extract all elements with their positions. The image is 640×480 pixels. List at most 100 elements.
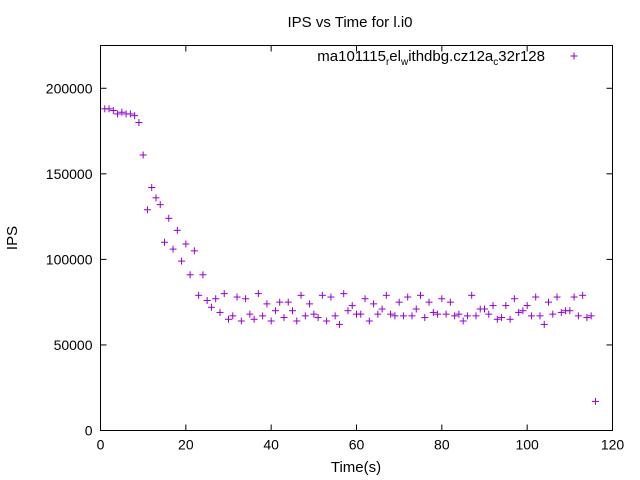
data-point [280,314,288,322]
data-point [374,310,382,318]
data-point [506,315,514,323]
data-point [254,290,262,298]
data-point [331,312,339,320]
legend-label-segment: ithdbg.cz12a [408,48,494,65]
data-point [591,397,599,405]
data-point [481,305,488,313]
data-point [284,298,292,306]
data-point [489,302,497,310]
data-point [190,247,198,255]
plot-area-border [100,45,613,431]
data-point [395,298,403,306]
data-point [310,310,318,318]
y-axis-label: IPS [4,226,21,250]
data-point [540,320,548,328]
y-tick-label: 100000 [46,251,93,267]
data-point [250,315,258,323]
legend-marker-icon [570,52,578,60]
data-point [399,312,407,320]
x-tick-label: 0 [97,437,105,453]
data-point [417,291,424,299]
data-point [148,184,156,192]
y-tick-label: 0 [85,423,93,439]
data-point [549,310,557,318]
legend-label-subscript: r [386,57,390,68]
data-point [387,310,395,318]
y-tick-label: 150000 [46,166,93,182]
data-point [442,310,450,318]
chart-title: IPS vs Time for l.i0 [287,14,412,31]
data-point [382,291,390,299]
data-point [233,293,241,301]
data-point [446,298,454,306]
data-point [553,293,561,301]
x-tick-label: 80 [434,437,450,453]
data-point [263,300,271,308]
data-points [101,105,599,405]
legend-label-segment: el [389,48,401,65]
data-point [195,291,203,299]
data-point [114,110,122,118]
data-point [365,317,373,325]
data-point [451,312,459,320]
data-point [545,298,552,306]
data-point [557,308,565,316]
data-point [408,312,416,320]
y-tick-label: 200000 [46,80,93,96]
data-point [237,317,245,325]
data-point [207,303,215,311]
data-point [297,291,305,299]
x-axis: 0 20 40 60 80 100 120 [97,45,624,453]
data-point [527,312,535,320]
data-point [536,312,544,320]
x-tick-label: 100 [515,437,539,453]
data-point [340,290,348,298]
x-tick-label: 40 [263,437,279,453]
data-point [165,214,173,222]
legend-label-segment: 32r128 [498,48,545,65]
data-point [301,312,309,320]
data-point [199,271,207,279]
data-point [246,310,254,318]
data-point [463,312,471,320]
data-point [532,293,540,301]
data-point [485,310,493,318]
data-point [459,317,467,325]
data-point [131,112,139,120]
data-point [105,105,113,113]
x-tick-label: 60 [349,437,365,453]
data-point [404,293,412,301]
data-point [267,317,275,325]
data-point [357,310,365,318]
data-point [429,308,437,316]
legend-label-segment: ma101115 [317,48,386,65]
data-point [566,307,574,315]
data-point [468,291,476,299]
data-point [156,201,164,209]
data-point [169,245,177,253]
data-point [212,295,220,303]
data-point [391,312,399,320]
data-point [438,295,446,303]
data-point [139,151,147,159]
data-point [498,314,506,322]
data-point [182,240,190,248]
data-point [135,119,143,126]
data-point [161,238,168,246]
data-point [335,320,343,328]
data-point [370,300,378,308]
y-tick-label: 50000 [54,337,93,353]
data-point [152,194,160,202]
data-point [216,308,224,316]
data-point [510,295,518,303]
data-point [220,290,228,298]
data-point [570,293,578,301]
data-point [289,307,296,315]
data-point [519,307,527,315]
data-point [276,298,284,306]
legend-label: ma101115relwithdbg.cz12ac32r128 [317,48,545,68]
data-point [318,291,326,299]
x-tick-label: 20 [178,437,194,453]
data-point [126,110,134,118]
